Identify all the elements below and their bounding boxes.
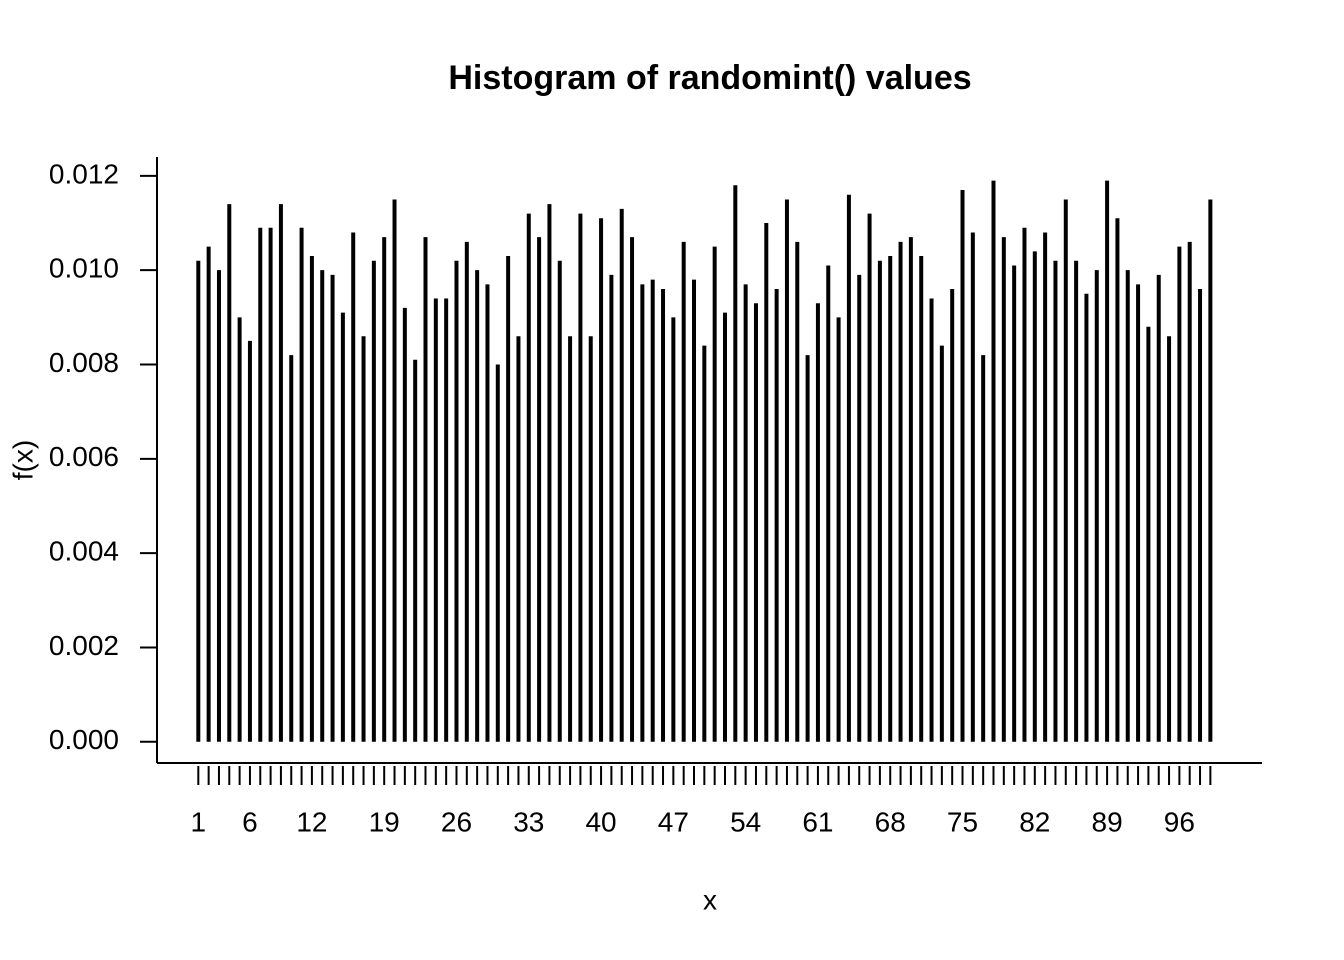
x-tick-label: 1	[191, 806, 207, 837]
x-tick-label: 6	[242, 806, 258, 837]
x-tick-label: 68	[875, 806, 906, 837]
x-tick-label: 40	[585, 806, 616, 837]
y-tick-label: 0.004	[49, 536, 119, 567]
x-tick-label: 12	[296, 806, 327, 837]
y-tick-label: 0.012	[49, 158, 119, 189]
y-tick-label: 0.006	[49, 441, 119, 472]
y-axis-label: f(x)	[7, 440, 38, 480]
x-tick-label: 33	[513, 806, 544, 837]
x-tick-label: 96	[1164, 806, 1195, 837]
x-tick-label: 47	[658, 806, 689, 837]
x-tick-label: 61	[802, 806, 833, 837]
x-tick-label: 75	[947, 806, 978, 837]
x-tick-label: 54	[730, 806, 761, 837]
x-tick-label: 19	[369, 806, 400, 837]
y-tick-label: 0.000	[49, 724, 119, 755]
y-tick-label: 0.010	[49, 253, 119, 284]
x-axis-label: x	[703, 884, 717, 915]
x-tick-label: 89	[1092, 806, 1123, 837]
x-tick-label: 26	[441, 806, 472, 837]
chart-title: Histogram of randomint() values	[448, 59, 971, 97]
y-tick-label: 0.008	[49, 347, 119, 378]
y-tick-label: 0.002	[49, 630, 119, 661]
x-tick-label: 82	[1019, 806, 1050, 837]
